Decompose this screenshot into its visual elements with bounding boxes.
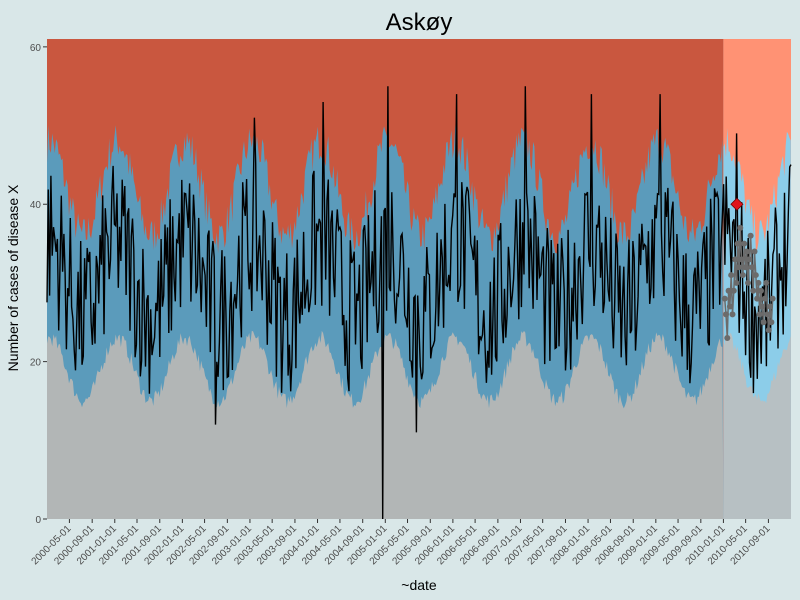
forecast-point bbox=[724, 335, 731, 342]
forecast-point bbox=[730, 287, 737, 294]
forecast-point bbox=[759, 303, 766, 310]
chart-title: Askøy bbox=[386, 9, 453, 36]
y-tick-label: 60 bbox=[30, 43, 42, 54]
forecast-point bbox=[758, 287, 765, 294]
y-tick-label: 20 bbox=[30, 358, 42, 369]
forecast-line bbox=[723, 227, 774, 339]
forecast-point bbox=[723, 311, 730, 318]
forecast-point bbox=[765, 327, 772, 334]
forecast-point bbox=[739, 272, 746, 279]
forecast-point bbox=[769, 295, 776, 302]
x-axis-title: ~date bbox=[401, 577, 437, 593]
observed-line bbox=[46, 86, 792, 520]
forecast-point bbox=[746, 256, 753, 263]
forecast-point bbox=[737, 224, 744, 231]
forecast-point bbox=[742, 264, 749, 271]
forecast-point bbox=[754, 295, 761, 302]
forecast-point bbox=[735, 264, 742, 271]
forecast-point bbox=[743, 248, 750, 255]
forecast-point bbox=[741, 240, 748, 247]
forecast-point bbox=[733, 279, 740, 286]
forecast-point bbox=[763, 279, 770, 286]
low-zone-area bbox=[47, 330, 724, 519]
forecast-point bbox=[738, 256, 745, 263]
y-tick-label: 0 bbox=[35, 515, 41, 526]
forecast-point bbox=[764, 311, 771, 318]
alert-marker bbox=[730, 197, 744, 211]
forecast-point bbox=[745, 279, 752, 286]
forecast-point bbox=[734, 240, 741, 247]
forecast-point bbox=[728, 272, 735, 279]
forecast-point bbox=[748, 264, 755, 271]
forecast-point bbox=[761, 295, 768, 302]
forecast-point bbox=[751, 248, 758, 255]
low-zone-forecast-area bbox=[723, 331, 791, 519]
forecast-point bbox=[721, 295, 728, 302]
forecast-point bbox=[752, 272, 759, 279]
forecast-point bbox=[726, 303, 733, 310]
y-tick-label: 40 bbox=[30, 200, 42, 211]
forecast-point bbox=[747, 232, 754, 239]
forecast-point bbox=[725, 287, 732, 294]
forecast-point bbox=[732, 256, 739, 263]
forecast-point bbox=[767, 303, 774, 310]
forecast-point bbox=[729, 311, 736, 318]
forecast-point bbox=[760, 319, 767, 326]
forecast-point bbox=[755, 279, 762, 286]
forecast-point bbox=[750, 287, 757, 294]
forecast-point bbox=[756, 311, 763, 318]
forecast-point bbox=[768, 319, 775, 326]
forecast-series bbox=[721, 197, 776, 342]
observed-series bbox=[46, 86, 792, 520]
y-axis-title: Number of cases of disease X bbox=[5, 184, 21, 371]
